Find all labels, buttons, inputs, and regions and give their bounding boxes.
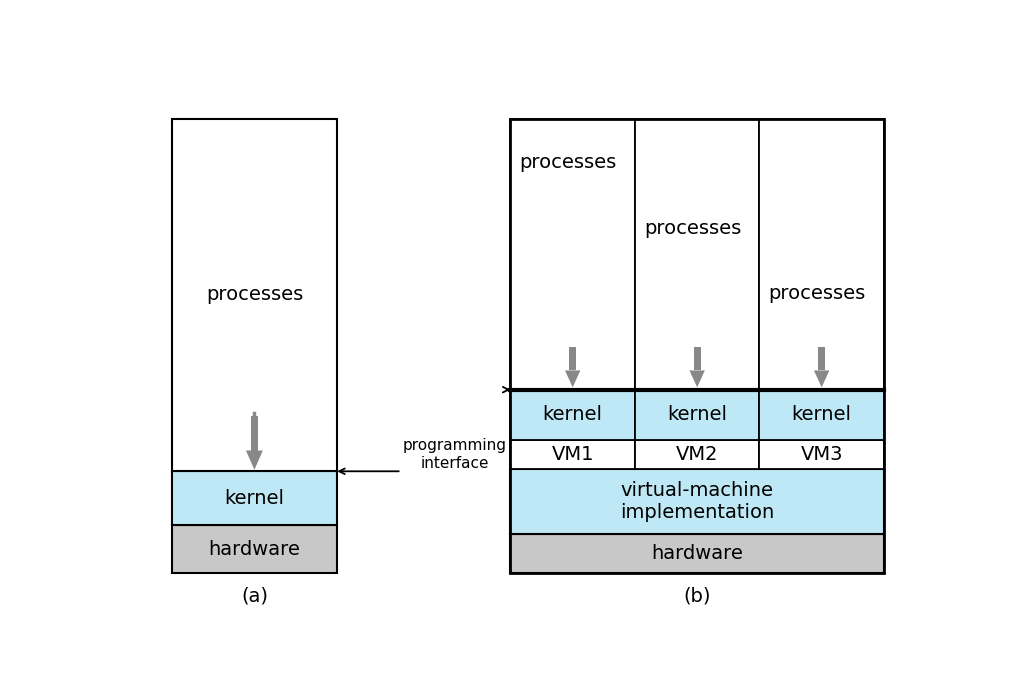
Text: kernel: kernel <box>224 488 284 508</box>
Bar <box>510 534 884 573</box>
Polygon shape <box>565 370 580 387</box>
Text: kernel: kernel <box>667 405 727 424</box>
Bar <box>171 471 338 525</box>
Polygon shape <box>246 451 263 470</box>
Text: processes: processes <box>769 284 866 303</box>
Text: kernel: kernel <box>792 405 852 424</box>
Polygon shape <box>690 370 705 387</box>
Text: VM3: VM3 <box>800 445 843 464</box>
Bar <box>510 119 635 390</box>
Text: kernel: kernel <box>542 405 602 424</box>
Text: (a): (a) <box>241 587 268 605</box>
Text: processes: processes <box>519 153 617 172</box>
Bar <box>510 390 635 440</box>
Text: processes: processes <box>206 286 303 304</box>
Text: processes: processes <box>644 218 741 238</box>
Bar <box>759 440 884 469</box>
Bar <box>510 469 884 534</box>
Bar <box>635 119 759 390</box>
Bar <box>635 440 759 469</box>
Bar <box>759 390 884 440</box>
Bar <box>569 348 576 370</box>
Text: VM1: VM1 <box>552 445 594 464</box>
Bar <box>694 348 701 370</box>
Bar <box>510 119 884 573</box>
Text: hardware: hardware <box>209 539 300 559</box>
Bar <box>635 390 759 440</box>
Polygon shape <box>814 370 829 387</box>
Text: (b): (b) <box>683 587 711 605</box>
Text: hardware: hardware <box>651 544 743 563</box>
Text: VM2: VM2 <box>676 445 718 464</box>
Bar <box>250 416 259 451</box>
Bar <box>510 440 635 469</box>
Text: programming
interface: programming interface <box>403 438 507 471</box>
Bar <box>818 348 825 370</box>
Bar <box>171 525 338 573</box>
Bar <box>171 119 338 471</box>
Text: virtual-machine
implementation: virtual-machine implementation <box>620 481 775 522</box>
Bar <box>759 119 884 390</box>
